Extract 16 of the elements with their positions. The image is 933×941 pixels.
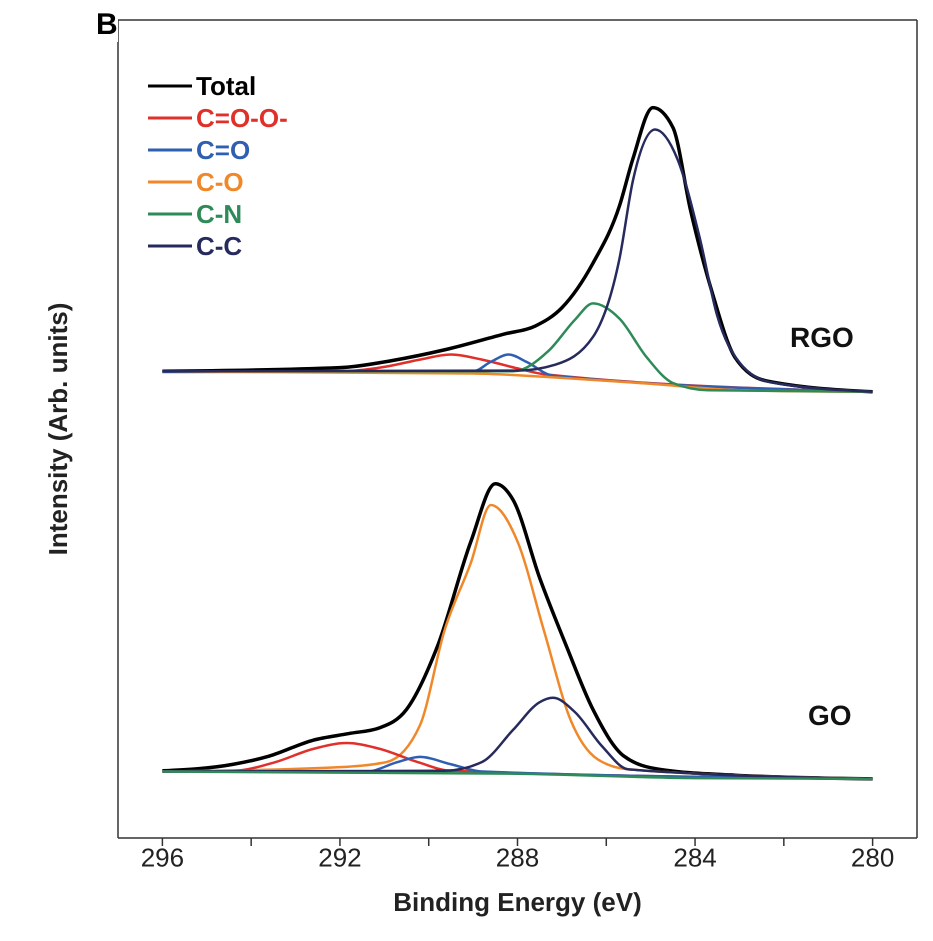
legend-label: C-O	[196, 166, 244, 198]
x-axis-title: Binding Energy (eV)	[393, 887, 642, 917]
annotation: GO	[808, 700, 852, 732]
chart-title: B	[96, 8, 118, 42]
y-axis-title: Intensity (Arb. units)	[43, 302, 74, 556]
legend-label: C-N	[196, 198, 242, 230]
x-tick-label: 292	[318, 842, 362, 872]
x-tick-label: 288	[496, 842, 540, 872]
legend-label: C-C	[196, 230, 242, 262]
legend-label: C=O-O-	[196, 102, 288, 134]
legend-label: C=O	[196, 134, 250, 166]
legend-label: Total	[196, 70, 256, 102]
annotation: RGO	[790, 322, 854, 354]
x-tick-label: 284	[673, 842, 717, 872]
x-tick-label: 296	[140, 842, 184, 872]
x-tick-label: 280	[850, 842, 894, 872]
